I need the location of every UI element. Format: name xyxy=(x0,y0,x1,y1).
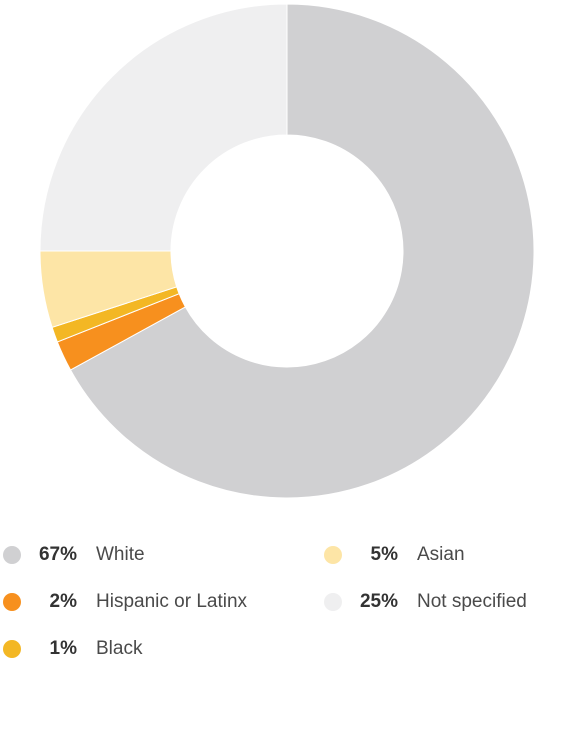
legend-label: Hispanic or Latinx xyxy=(96,591,248,612)
legend-value: 5% xyxy=(371,544,399,565)
legend-label: Black xyxy=(96,638,143,659)
legend-value: 67% xyxy=(39,544,77,565)
legend-swatch xyxy=(3,640,21,658)
donut-segment xyxy=(39,3,288,252)
legend-label: Asian xyxy=(417,544,465,565)
legend-swatch xyxy=(324,546,342,564)
legend-swatch xyxy=(3,593,21,611)
legend-label: Not specified xyxy=(417,591,527,612)
legend-value: 25% xyxy=(360,591,398,612)
legend-swatch xyxy=(324,593,342,611)
legend-swatch xyxy=(3,546,21,564)
legend-label: White xyxy=(96,544,145,565)
donut-segment xyxy=(69,3,535,499)
legend-value: 2% xyxy=(50,591,78,612)
legend-value: 1% xyxy=(50,638,78,659)
